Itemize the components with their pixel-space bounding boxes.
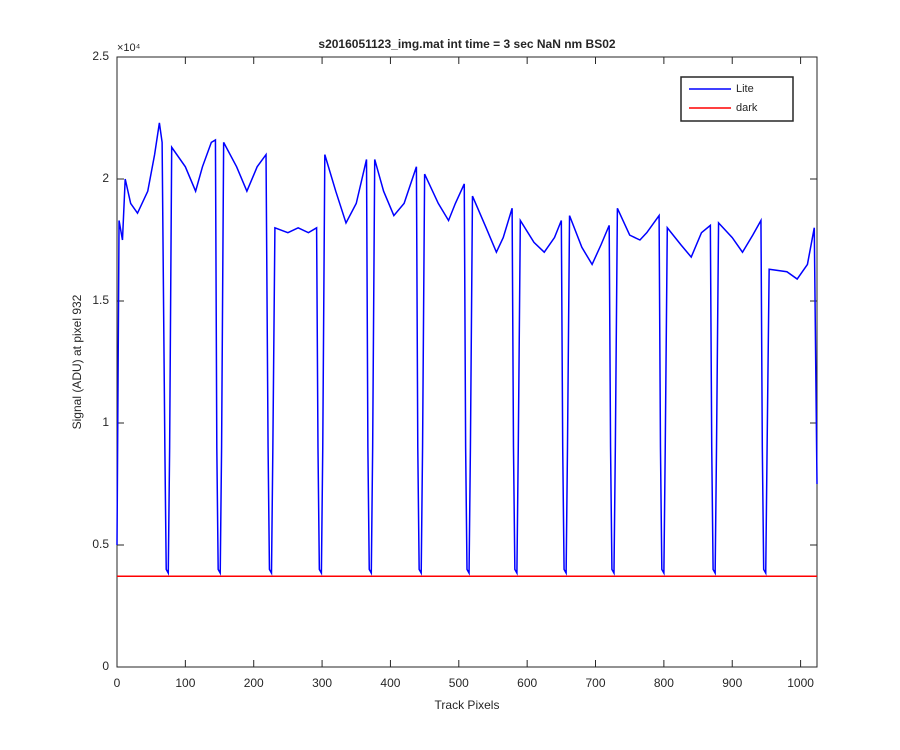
x-tick-label: 800 (654, 676, 674, 690)
legend-label: dark (736, 102, 758, 114)
x-tick-label: 400 (380, 676, 400, 690)
y-exponent: ×10⁴ (117, 42, 141, 54)
legend-box (680, 76, 794, 122)
x-tick-label: 900 (722, 676, 742, 690)
x-tick-label: 700 (586, 676, 606, 690)
y-tick-label: 2 (102, 171, 109, 185)
x-axis-label: Track Pixels (435, 698, 500, 712)
x-tick-label: 200 (244, 676, 264, 690)
data-line (116, 122, 818, 576)
x-tick-label: 0 (114, 676, 121, 690)
x-tick-label: 300 (312, 676, 332, 690)
x-tick-label: 100 (175, 676, 195, 690)
y-tick-label: 0.5 (92, 537, 109, 551)
chart-title: s2016051123_img.mat int time = 3 sec NaN… (318, 37, 615, 51)
x-tick-label: 600 (517, 676, 537, 690)
x-tick-label: 500 (449, 676, 469, 690)
y-tick-label: 0 (102, 659, 109, 673)
x-tick-label: 1000 (787, 676, 814, 690)
y-tick-label: 1 (102, 415, 109, 429)
legend-label: Lite (736, 83, 754, 95)
y-tick-label: 1.5 (92, 293, 109, 307)
plot-area (116, 56, 818, 668)
y-tick-label: 2.5 (92, 49, 109, 63)
y-axis-label: Signal (ADU) at pixel 932 (70, 294, 84, 429)
